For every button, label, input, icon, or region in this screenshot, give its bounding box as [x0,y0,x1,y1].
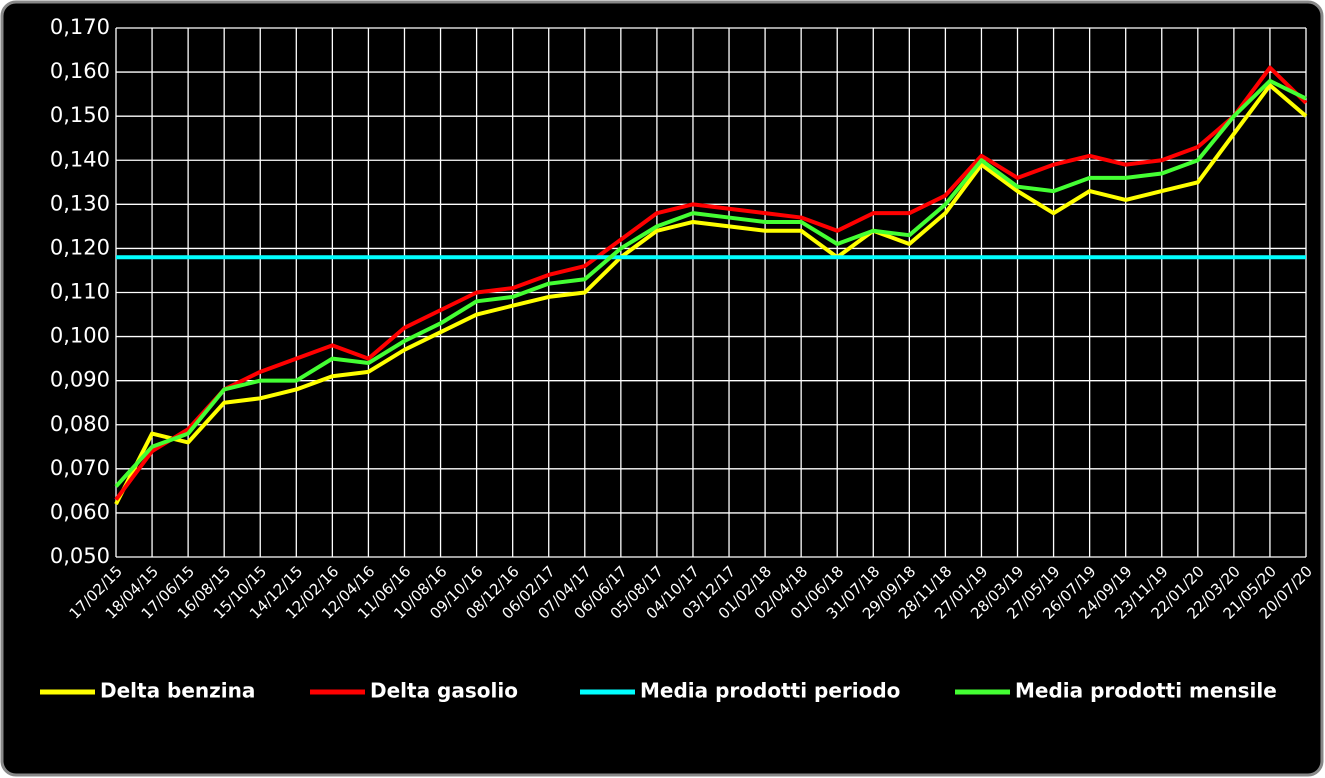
y-tick-label: 0,100 [50,324,110,348]
y-tick-label: 0,130 [50,191,110,215]
legend-label: Media prodotti periodo [640,679,900,703]
legend-label: Media prodotti mensile [1015,679,1277,703]
y-tick-label: 0,050 [50,544,110,568]
y-tick-label: 0,070 [50,456,110,480]
legend-label: Delta benzina [100,679,255,703]
series-line [114,78,1307,488]
y-tick-label: 0,140 [50,147,110,171]
series-line [114,83,1308,506]
y-tick-label: 0,150 [50,103,110,127]
y-tick-label: 0,120 [50,235,110,259]
y-tick-label: 0,110 [50,280,110,304]
y-tick-label: 0,090 [50,368,110,392]
y-tick-label: 0,080 [50,412,110,436]
legend-label: Delta gasolio [370,679,518,703]
series-line [114,65,1308,501]
y-tick-label: 0,160 [50,59,110,83]
y-tick-label: 0,060 [50,500,110,524]
y-tick-label: 0,170 [50,15,110,39]
